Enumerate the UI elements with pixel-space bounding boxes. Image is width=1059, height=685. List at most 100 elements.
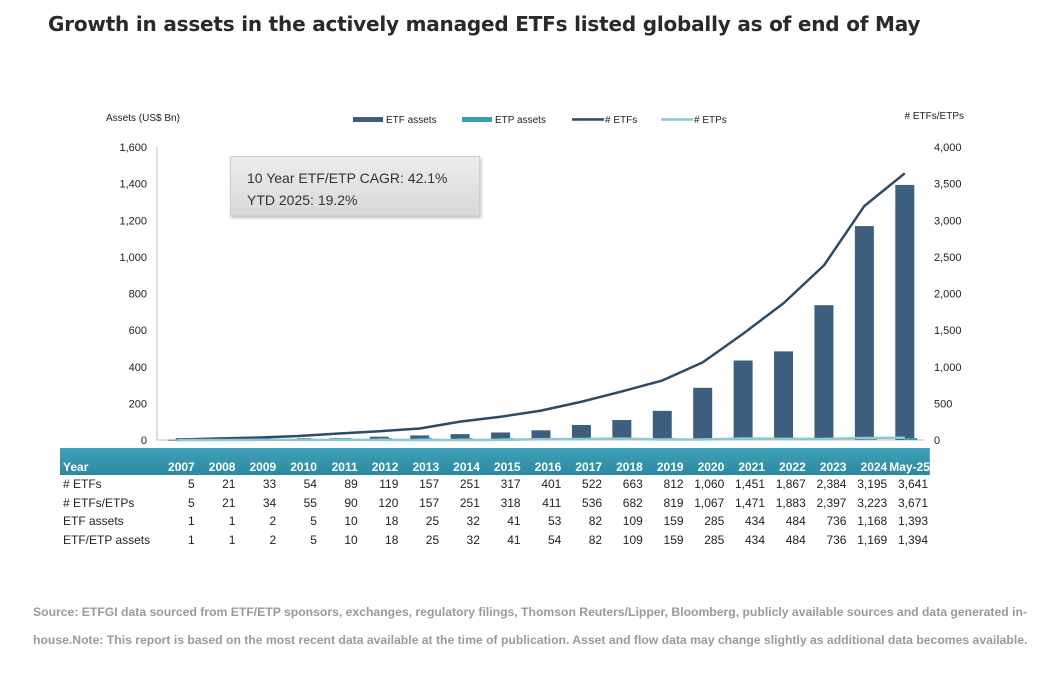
table-cell: 317 [500, 477, 521, 492]
table-header-year-cell: 2007 [168, 460, 195, 474]
table-cell: 109 [622, 532, 643, 547]
table-row: ETF assets 1 1 2 5 10 18 25 32 41 53 82 109 159 285 434… [60, 512, 930, 531]
table-cell: 434 [744, 514, 766, 529]
y-tick-label: 1,200 [119, 215, 147, 227]
etf-assets-bar [531, 430, 551, 440]
table-cell: 157 [419, 495, 440, 510]
table-cell: 318 [500, 495, 521, 510]
table-cell: 522 [582, 477, 603, 492]
table-header-year-cell: 2011 [331, 460, 358, 474]
y2-tick-label: 500 [934, 398, 952, 410]
table-cell: 434 [744, 532, 766, 547]
table-header-year-cell: 2023 [819, 460, 847, 474]
legend-etps-label: # ETPs [694, 115, 727, 126]
table-cell: 1,471 [734, 495, 766, 510]
table-cell: 109 [622, 514, 643, 529]
table-cell: 5 [310, 532, 317, 547]
table-cell: 285 [704, 514, 725, 529]
table-cell: 1,451 [734, 477, 766, 492]
table-cell: 157 [419, 477, 440, 492]
table-row: # ETFs/ETPs 5 21 34 55 90 120 157 251 318 411 536 68… [60, 494, 930, 513]
table-cell: 1,169 [857, 532, 888, 547]
table-cell: 1,067 [694, 495, 725, 510]
y-tick-label: 200 [129, 398, 147, 410]
table-header-year-cell: 2015 [493, 460, 521, 474]
table-cell: 1 [188, 532, 195, 547]
etf-assets-bar [693, 387, 713, 440]
y2-tick-label: 1,000 [934, 362, 962, 374]
table-cell: 1,883 [775, 495, 806, 510]
etf-assets-bar [733, 360, 753, 440]
table-header-year-cell: 2020 [697, 460, 725, 474]
table-row: ETF/ETP assets 1 1 2 5 10 18 25 32 41 54 82 109 159 28… [60, 531, 930, 550]
table-cell: 159 [663, 514, 684, 529]
y-tick-label: 800 [129, 289, 147, 301]
table-cell: 3,671 [897, 495, 928, 510]
table-row: # ETFs 5 21 33 54 89 119 157 251 317 401 522 663 812 1… [60, 475, 930, 494]
table-cell: 1,060 [694, 477, 725, 492]
table-cell: 1 [228, 532, 236, 547]
table-cell: 3,223 [857, 495, 888, 510]
etps-count-line [177, 436, 905, 442]
table-cell: 18 [385, 532, 399, 547]
y-tick-label: 1,600 [119, 142, 147, 154]
table-cell: 536 [582, 495, 603, 510]
table-cell: 21 [222, 477, 236, 492]
table-cell: 484 [785, 514, 806, 529]
cagr-annotation-box: 10 Year ETF/ETP CAGR: 42.1% YTD 2025: 19… [230, 156, 480, 216]
table-cell: 1,393 [897, 514, 928, 529]
etf-assets-bar [854, 226, 874, 440]
table-cell: 1,867 [775, 477, 806, 492]
table-cell: 21 [222, 495, 236, 510]
table-cell: 33 [262, 477, 277, 492]
source-note: Source: ETFGI data sourced from ETF/ETP … [33, 605, 1028, 647]
legend-etf-assets-swatch [353, 117, 383, 122]
table-cell: 41 [507, 514, 521, 529]
y-tick-label: 0 [141, 435, 147, 447]
table-cell: 1,168 [857, 514, 888, 529]
table-cell: 3,641 [897, 477, 928, 492]
table-cell: 3,195 [857, 477, 888, 492]
table-cell: 819 [663, 495, 684, 510]
table-header-year-cell: 2009 [249, 460, 277, 474]
cagr-line: 10 Year ETF/ETP CAGR: 42.1% [247, 170, 448, 186]
table-cell: 2 [269, 514, 277, 529]
table-cell: 32 [466, 514, 480, 529]
table-cell: 119 [379, 477, 399, 492]
table-cell: 682 [622, 495, 643, 510]
table-cell: 2,384 [816, 477, 847, 492]
y-tick-label: 600 [129, 325, 147, 337]
etf-assets-bar [410, 435, 430, 440]
table-header-year-cell: 2024 [860, 460, 888, 474]
legend-etf-assets-label: ETF assets [386, 115, 437, 126]
table-cell: 54 [547, 532, 562, 547]
table-header-year-cell: 2022 [779, 460, 806, 474]
chart-area: 0 200 400 600 800 1,000 1,200 1,400 1,600 0 500 1,0… [106, 111, 964, 447]
legend-etp-assets-label: ETP assets [495, 115, 546, 126]
table-header-year-cell: 2016 [534, 460, 562, 474]
table-cell: 2 [269, 532, 277, 547]
table-header-year-cell: May-25 [889, 460, 930, 474]
table-cell: 10 [344, 532, 358, 547]
y2-tick-label: 0 [934, 435, 940, 447]
table-cell: 812 [663, 477, 684, 492]
table-cell: 25 [425, 514, 440, 529]
table-header-year-cell: 2014 [453, 460, 480, 474]
legend-etfs-label: # ETFs [605, 115, 637, 126]
etf-assets-bar [450, 434, 470, 440]
etf-assets-bar [814, 305, 834, 440]
table-cell: 1 [228, 514, 236, 529]
table-cell: 401 [541, 477, 562, 492]
table-cell: 53 [547, 514, 562, 529]
table-cell: 55 [303, 495, 317, 510]
table-cell: 1 [188, 514, 195, 529]
table-cell: 10 [344, 514, 358, 529]
table-header-year-cell: 2008 [208, 460, 236, 474]
table-header-year-cell: 2019 [656, 460, 684, 474]
table-cell: 159 [663, 532, 684, 547]
y2-axis-title: # ETFs/ETPs [905, 111, 964, 122]
etf-assets-bar [491, 432, 511, 440]
table-cell: 32 [466, 532, 480, 547]
y-axis-title: Assets (US$ Bn) [106, 113, 180, 124]
ytd-line: YTD 2025: 19.2% [247, 192, 358, 208]
